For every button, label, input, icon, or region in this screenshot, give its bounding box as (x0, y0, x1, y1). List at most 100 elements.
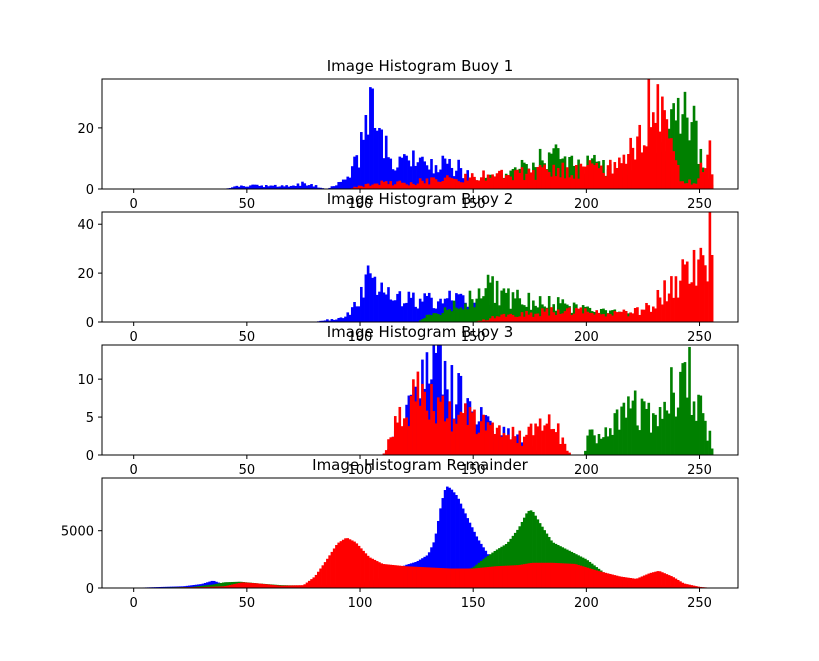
histogram-bar-red (504, 565, 508, 588)
histogram-bar-red (504, 435, 508, 455)
histogram-bar-red (500, 169, 503, 189)
histogram-bar-red (681, 259, 685, 322)
histogram-bar-blue (436, 520, 440, 588)
histogram-bar-red (246, 582, 250, 588)
histogram-bar-green (613, 413, 617, 455)
histogram-bar-blue (249, 185, 252, 189)
histogram-bar-red (500, 565, 503, 588)
histogram-bar-green (683, 91, 687, 189)
histogram-bar-red (258, 583, 261, 588)
histogram-bar-blue (387, 157, 390, 189)
subplot-buoy-3-bars (382, 345, 714, 455)
histogram-bar-green (704, 420, 707, 455)
histogram-bar-red (647, 305, 651, 322)
histogram-bar-blue (264, 185, 268, 189)
histogram-bar-red (466, 424, 470, 455)
histogram-bar-red (405, 184, 408, 189)
histogram-bar-blue (450, 489, 454, 588)
histogram-bar-red (393, 565, 397, 588)
histogram-bar-blue (396, 167, 399, 189)
histogram-bar-blue (296, 183, 300, 189)
histogram-bar-green (452, 300, 456, 322)
histogram-bar-blue (258, 186, 261, 189)
histogram-bar-blue (427, 383, 431, 455)
histogram-bar-red (541, 308, 544, 322)
histogram-bar-red (389, 181, 393, 189)
histogram-bar-blue (461, 508, 465, 588)
histogram-bar-green (629, 408, 632, 455)
histogram-bar-red (421, 567, 424, 588)
x-tick-label: 200 (574, 596, 599, 611)
histogram-bar-blue (436, 301, 440, 322)
histogram-bar-red (210, 586, 214, 588)
histogram-bar-red (425, 178, 429, 189)
histogram-bar-red (477, 432, 481, 455)
histogram-bar-red (434, 567, 438, 588)
histogram-bar-blue (416, 308, 420, 322)
histogram-bar-red (482, 319, 485, 322)
histogram-bar-red (423, 567, 427, 588)
histogram-bar-red (507, 314, 510, 322)
histogram-bar-red (559, 177, 562, 189)
histogram-bar-red (477, 320, 481, 322)
histogram-bar-blue (294, 185, 297, 189)
histogram-bar-red (577, 308, 580, 322)
subplot-buoy-3: 0 50 100 150 200 250 0 5 10 Image Histogram Buoy… (77, 323, 739, 478)
histogram-bar-red (235, 583, 239, 588)
histogram-bar-red (436, 181, 440, 189)
histogram-bar-red (547, 562, 551, 588)
histogram-bar-blue (260, 185, 264, 189)
histogram-bar-red (430, 567, 433, 588)
histogram-bar-blue (332, 319, 336, 322)
histogram-bar-red (278, 585, 282, 588)
histogram-bar-red (699, 586, 703, 588)
histogram-bar-red (541, 430, 544, 455)
histogram-bar-red (667, 293, 671, 322)
histogram-bar-green (620, 406, 623, 455)
histogram-bar-green (226, 582, 230, 588)
histogram-bar-red (384, 450, 388, 455)
histogram-bar-red (378, 562, 381, 588)
histogram-bar-red (704, 265, 707, 322)
histogram-bar-red (353, 186, 356, 189)
histogram-bar-blue (470, 527, 474, 588)
histogram-bar-red (701, 255, 705, 322)
histogram-bar-blue (391, 300, 395, 322)
histogram-bar-red (663, 573, 666, 588)
histogram-bar-red (602, 314, 605, 322)
histogram-bar-red (561, 313, 565, 322)
histogram-bar-red (387, 439, 390, 455)
x-tick-label: 200 (574, 197, 599, 212)
histogram-bar-red (516, 316, 519, 322)
histogram-bar-green (208, 584, 211, 588)
histogram-bar-green (642, 401, 646, 455)
histogram-bar-red (642, 575, 646, 588)
histogram-bar-red (527, 168, 531, 189)
histogram-bar-blue (443, 490, 447, 588)
histogram-bar-red (525, 310, 528, 322)
histogram-bar-red (633, 308, 637, 322)
histogram-bar-blue (292, 185, 295, 189)
histogram-bar-blue (403, 154, 406, 189)
y-tick-label: 0 (86, 316, 94, 331)
histogram-bar-red (421, 383, 424, 455)
histogram-bar-green (676, 407, 680, 455)
histogram-bar-red (568, 307, 571, 322)
x-tick-label: 150 (461, 596, 486, 611)
histogram-bar-blue (439, 508, 442, 588)
histogram-bar-blue (206, 582, 209, 588)
histogram-bar-red (391, 185, 395, 189)
histogram-bar-green (520, 521, 524, 588)
histogram-bar-red (448, 177, 451, 189)
histogram-bar-red (468, 568, 472, 588)
histogram-bar-red (670, 576, 673, 588)
histogram-bar-red (271, 584, 275, 588)
histogram-bar-blue (448, 487, 451, 588)
histogram-bar-red (667, 138, 671, 189)
histogram-bar-red (565, 308, 569, 322)
histogram-bar-red (416, 371, 420, 455)
histogram-bar-red (387, 184, 390, 189)
histogram-bar-red (575, 165, 578, 189)
histogram-bar-green (224, 582, 227, 588)
histogram-bar-blue (457, 294, 460, 322)
